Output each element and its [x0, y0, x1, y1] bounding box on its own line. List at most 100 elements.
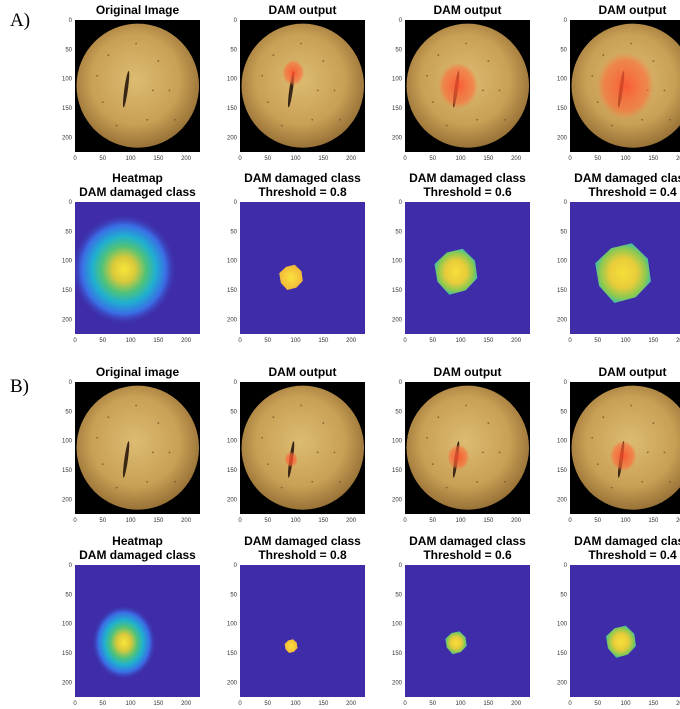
potato-spot: [135, 405, 137, 407]
panel-title: DAM output: [434, 3, 502, 17]
y-tick-label: 200: [392, 317, 403, 323]
x-tick-label: 100: [291, 701, 302, 707]
panel: HeatmapDAM damaged class0501001502000501…: [62, 534, 200, 707]
potato-spot: [499, 90, 501, 92]
x-tick-label: 50: [99, 701, 106, 707]
x-tick-label: 50: [594, 518, 601, 524]
panel-image: [240, 382, 365, 514]
x-tick-label: 100: [456, 701, 467, 707]
heatmap-blob: [71, 214, 177, 325]
x-tick-label: 200: [676, 518, 680, 524]
x-tick-label: 50: [429, 518, 436, 524]
y-tick-label: 100: [392, 77, 403, 83]
panel-title: Threshold = 0.6: [423, 185, 512, 199]
y-tick-label: 100: [557, 77, 568, 83]
x-tick-label: 100: [291, 518, 302, 524]
y-tick-label: 150: [557, 468, 568, 474]
x-tick-label: 50: [99, 338, 106, 344]
panel-title: DAM damaged class: [574, 171, 680, 185]
potato-spot: [300, 405, 302, 407]
y-tick-label: 200: [62, 317, 73, 323]
y-tick-label: 100: [62, 622, 73, 628]
y-tick-label: 200: [557, 317, 568, 323]
potato-spot: [174, 119, 176, 121]
panel-title: DAM output: [269, 3, 337, 17]
potato-spot: [281, 487, 283, 489]
potato-spot: [272, 416, 274, 418]
potato-spot: [597, 463, 599, 465]
potato-spot: [482, 90, 484, 92]
x-tick-label: 100: [621, 518, 632, 524]
y-tick-label: 200: [62, 680, 73, 686]
panel-title: DAM damaged class: [79, 185, 196, 199]
x-tick-label: 100: [456, 518, 467, 524]
x-tick-label: 150: [318, 518, 329, 524]
y-tick-label: 0: [399, 380, 403, 386]
y-tick-label: 0: [564, 200, 568, 206]
x-tick-label: 100: [126, 701, 137, 707]
potato-spot: [146, 481, 148, 483]
x-tick-label: 50: [429, 156, 436, 162]
panel-title: Threshold = 0.8: [258, 185, 347, 199]
x-tick-label: 150: [483, 156, 494, 162]
potato: [77, 386, 200, 510]
potato-spot: [591, 75, 593, 77]
potato-spot: [504, 119, 506, 121]
potato-spot: [322, 60, 324, 62]
x-tick-label: 50: [264, 518, 271, 524]
potato-spot: [669, 481, 671, 483]
x-tick-label: 0: [73, 338, 77, 344]
x-tick-label: 150: [153, 518, 164, 524]
potato-spot: [437, 54, 439, 56]
x-tick-label: 100: [126, 156, 137, 162]
x-tick-label: 100: [621, 156, 632, 162]
heatmap-blob: [92, 605, 156, 680]
y-tick-label: 200: [392, 680, 403, 686]
potato-spot: [267, 463, 269, 465]
x-tick-label: 0: [238, 156, 242, 162]
x-tick-label: 100: [456, 338, 467, 344]
potato-spot: [664, 452, 666, 454]
panel-image: [405, 565, 530, 697]
x-tick-label: 100: [291, 338, 302, 344]
potato-spot: [602, 416, 604, 418]
x-tick-label: 200: [511, 701, 522, 707]
x-tick-label: 200: [181, 338, 192, 344]
potato-spot: [482, 452, 484, 454]
y-tick-label: 150: [557, 651, 568, 657]
x-tick-label: 0: [73, 518, 77, 524]
panel: DAM damaged classThreshold = 0.805010015…: [227, 171, 365, 344]
x-tick-label: 200: [676, 701, 680, 707]
y-tick-label: 100: [557, 622, 568, 628]
panel-title: Threshold = 0.6: [423, 548, 512, 562]
y-tick-label: 0: [69, 563, 73, 569]
potato-spot: [311, 119, 313, 121]
y-tick-label: 200: [392, 135, 403, 141]
x-tick-label: 50: [264, 701, 271, 707]
y-tick-label: 0: [234, 18, 238, 24]
y-tick-label: 150: [62, 106, 73, 112]
x-tick-label: 200: [346, 518, 357, 524]
potato-spot: [146, 119, 148, 121]
panel-title: Heatmap: [112, 171, 163, 185]
x-tick-label: 200: [511, 338, 522, 344]
potato-spot: [317, 452, 319, 454]
y-tick-label: 150: [392, 651, 403, 657]
x-tick-label: 0: [403, 338, 407, 344]
panel-image: [405, 202, 530, 334]
panel: Original image050100150200050100150200: [62, 365, 200, 524]
y-tick-label: 0: [69, 380, 73, 386]
panel-image: [570, 565, 680, 697]
potato-spot: [334, 90, 336, 92]
y-tick-label: 0: [399, 563, 403, 569]
y-tick-label: 0: [234, 380, 238, 386]
potato-spot: [107, 54, 109, 56]
x-tick-label: 0: [403, 701, 407, 707]
panel-image: [75, 565, 200, 697]
panel-title: Threshold = 0.4: [588, 548, 677, 562]
y-tick-label: 100: [62, 259, 73, 265]
panel: DAM damaged classThreshold = 0.805010015…: [227, 534, 365, 707]
potato-spot: [300, 43, 302, 45]
y-tick-label: 50: [230, 229, 237, 235]
